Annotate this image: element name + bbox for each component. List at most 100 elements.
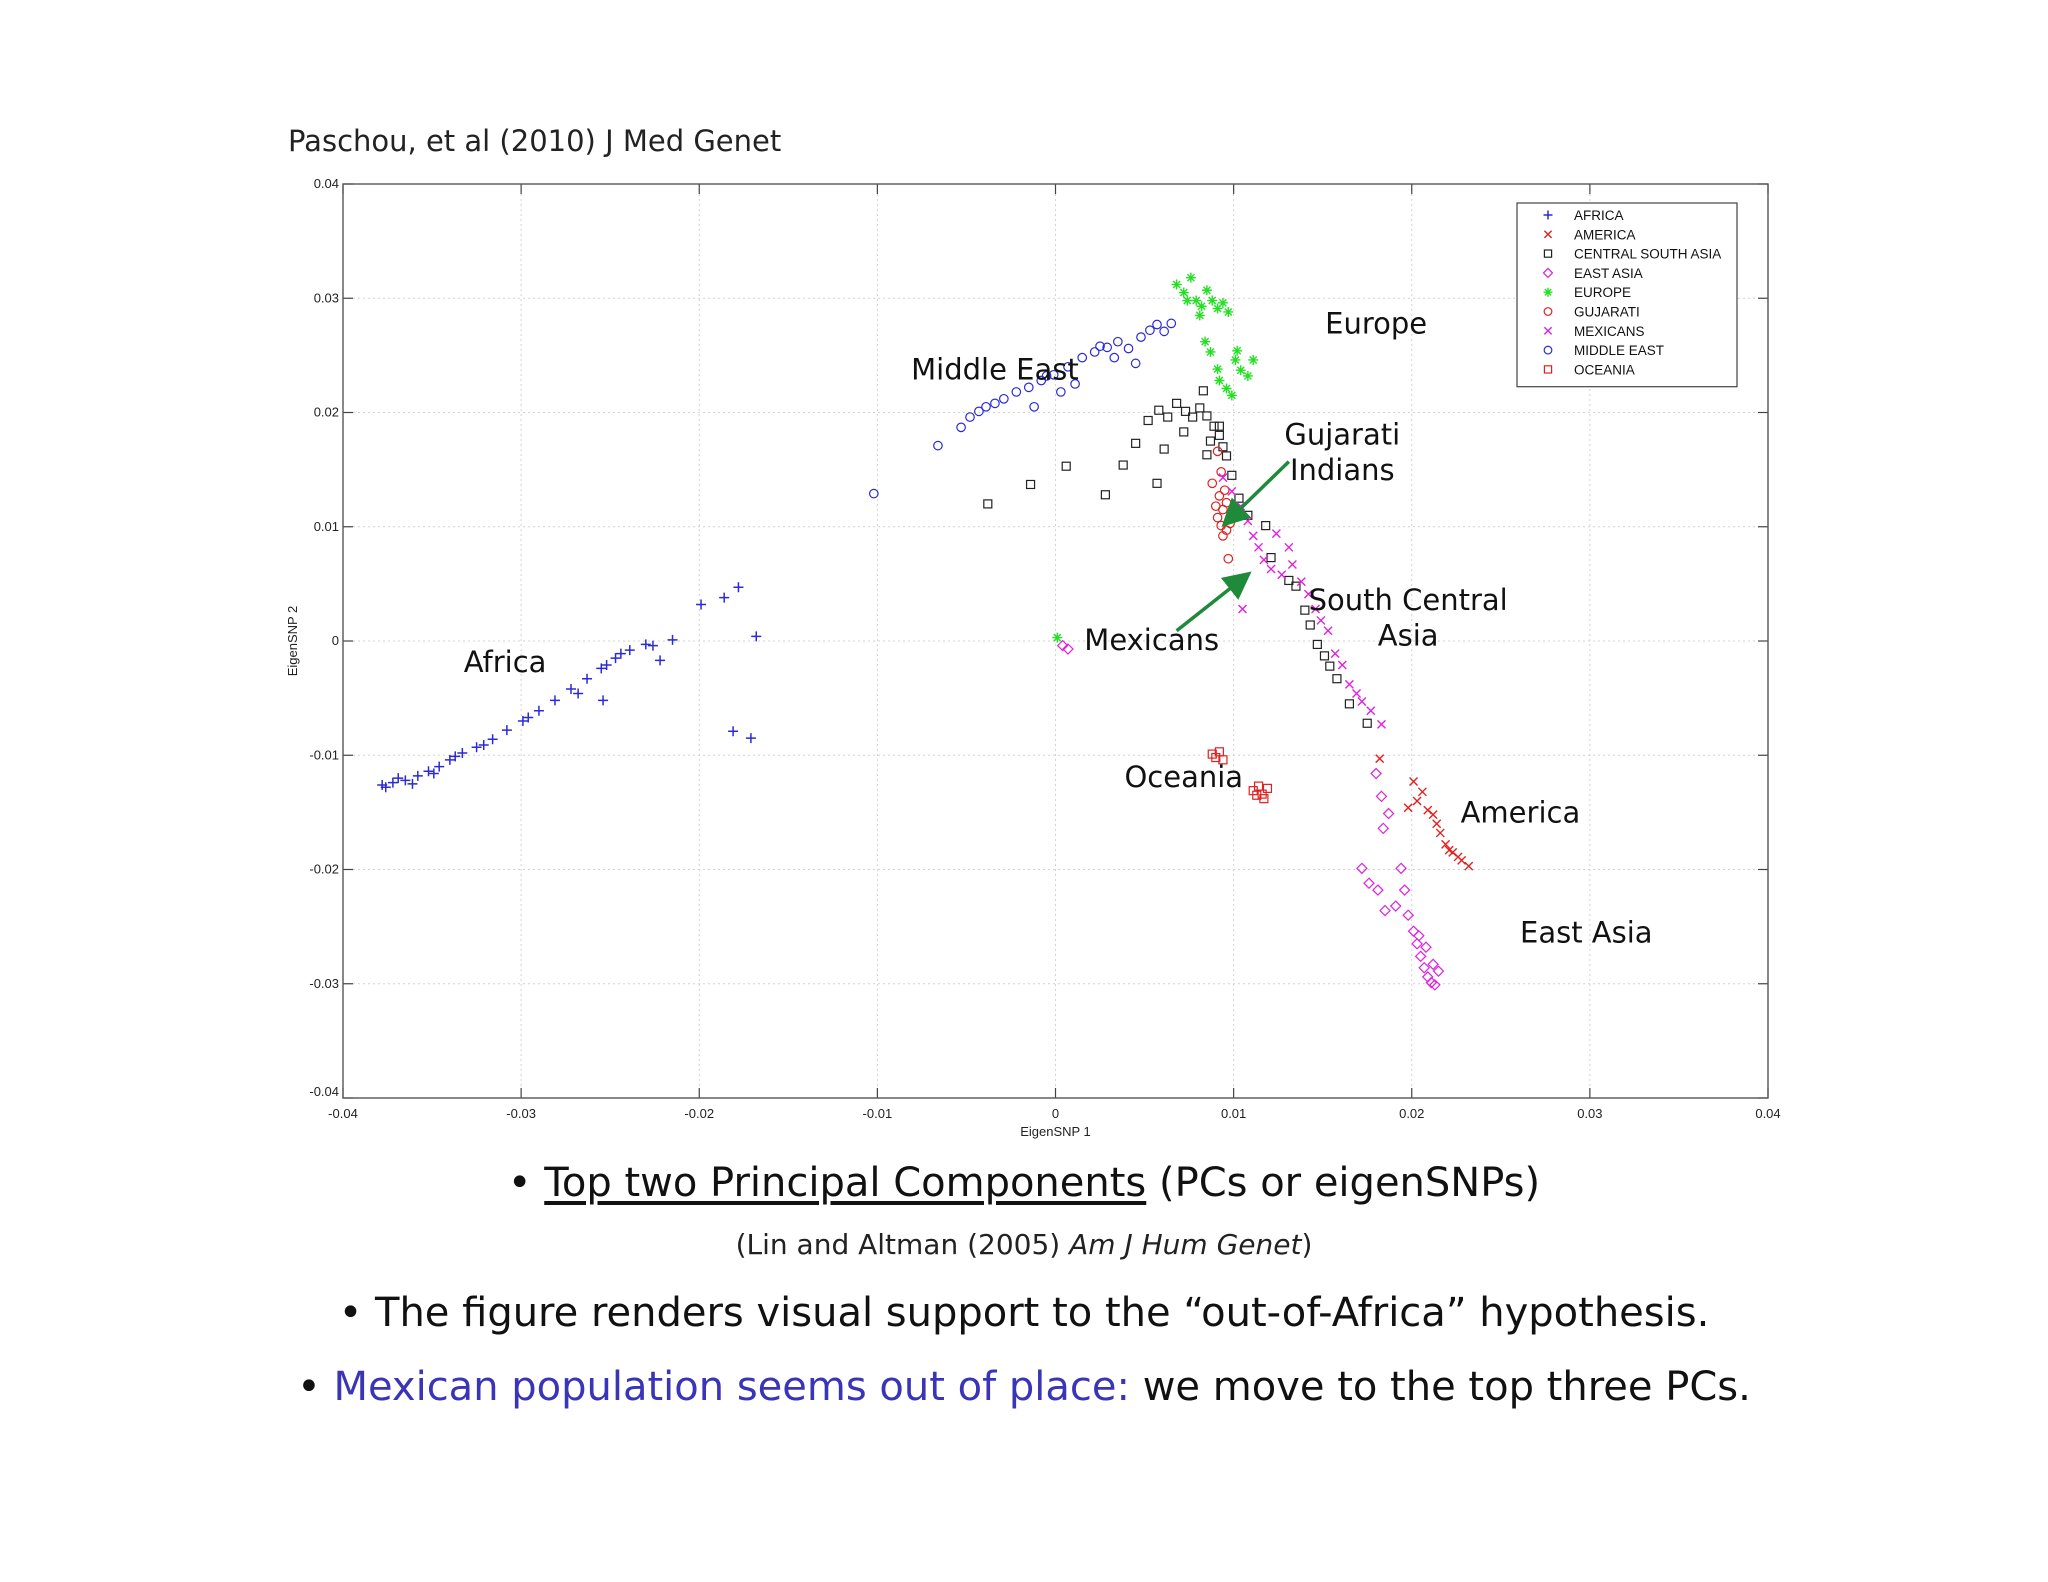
point-africa: [501, 725, 512, 736]
point-central-south-asia: [1305, 620, 1315, 630]
pointer-arrow: [1221, 460, 1291, 528]
region-label: Gujarati: [1284, 417, 1400, 451]
point-east-asia: [1377, 822, 1390, 835]
x-tick-label: -0.03: [506, 1106, 536, 1121]
point-middle-east: [1112, 336, 1123, 347]
point-africa: [745, 733, 756, 744]
legend-marker: [1543, 249, 1553, 258]
point-middle-east: [1130, 358, 1141, 369]
point-oceania: [1218, 755, 1228, 765]
legend-marker: [1543, 365, 1553, 374]
y-tick-label: 0.01: [314, 519, 339, 534]
region-label: Middle East: [911, 352, 1079, 386]
point-central-south-asia: [1172, 398, 1182, 408]
y-tick-label: 0: [332, 633, 339, 648]
point-africa: [655, 655, 666, 666]
point-central-south-asia: [1100, 490, 1110, 500]
point-europe: [1214, 375, 1225, 386]
point-mexicans: [1271, 529, 1281, 539]
region-label: Asia: [1378, 619, 1439, 653]
point-gujarati: [1214, 491, 1225, 501]
point-central-south-asia: [1025, 479, 1036, 490]
point-east-asia: [1356, 862, 1368, 875]
point-gujarati: [1212, 446, 1223, 457]
point-central-south-asia: [1159, 444, 1169, 454]
point-middle-east: [1145, 325, 1155, 336]
point-europe: [1235, 365, 1246, 376]
region-label: Mexicans: [1084, 623, 1219, 657]
point-africa: [487, 734, 498, 745]
point-central-south-asia: [1362, 718, 1372, 728]
point-africa: [719, 592, 730, 603]
y-tick-label: 0.03: [314, 290, 339, 305]
point-africa: [423, 766, 434, 777]
point-america: [1435, 828, 1445, 838]
x-axis-label: EigenSNP 1: [1020, 1124, 1091, 1139]
point-europe: [1052, 632, 1063, 643]
point-europe: [1207, 295, 1218, 306]
point-central-south-asia: [1180, 406, 1191, 416]
point-africa: [478, 739, 489, 750]
point-east-asia: [1370, 767, 1382, 780]
point-middle-east: [1123, 343, 1134, 354]
point-central-south-asia: [1163, 412, 1173, 422]
point-middle-east: [1095, 341, 1105, 352]
legend-marker: [1543, 345, 1553, 355]
point-central-south-asia: [1205, 436, 1216, 446]
point-africa: [573, 688, 584, 699]
point-africa: [400, 775, 411, 786]
point-africa: [393, 773, 404, 784]
point-east-asia: [1363, 877, 1375, 890]
point-middle-east: [1063, 361, 1073, 372]
point-central-south-asia: [1312, 639, 1322, 650]
bullet3-rest: we move to the top three PCs.: [1130, 1364, 1751, 1410]
legend-label: AMERICA: [1574, 227, 1636, 242]
point-europe: [1191, 295, 1202, 306]
x-tick-label: 0.02: [1399, 1106, 1424, 1121]
bullet-principal-components: • Top two Principal Components (PCs or e…: [0, 1160, 2048, 1206]
region-label: East Asia: [1520, 916, 1653, 950]
bullet1-rest: (PCs or eigenSNPs): [1146, 1160, 1541, 1206]
point-europe: [1217, 297, 1228, 308]
legend-label: MIDDLE EAST: [1574, 343, 1664, 358]
point-mexicans: [1344, 679, 1354, 689]
point-central-south-asia: [1202, 411, 1212, 421]
legend-label: MEXICANS: [1574, 324, 1645, 339]
region-label: Oceania: [1124, 760, 1243, 794]
point-gujarati: [1218, 531, 1228, 541]
legend-marker: [1542, 267, 1554, 279]
point-mexicans: [1337, 660, 1347, 670]
point-america: [1375, 754, 1385, 764]
region-label: Africa: [464, 645, 547, 679]
point-east-asia: [1432, 965, 1445, 978]
point-middle-east: [956, 422, 966, 433]
y-tick-label: -0.04: [309, 1084, 339, 1099]
y-tick-label: 0.02: [314, 405, 339, 420]
point-central-south-asia: [1143, 415, 1153, 426]
point-central-south-asia: [1202, 450, 1212, 460]
point-europe: [1221, 383, 1232, 394]
legend-label: GUJARATI: [1574, 305, 1640, 320]
point-oceania: [1252, 790, 1262, 800]
point-america: [1403, 803, 1413, 813]
point-africa: [640, 639, 651, 650]
point-east-asia: [1427, 958, 1439, 971]
point-africa: [471, 742, 482, 753]
point-africa: [444, 754, 455, 765]
y-tick-label: 0.04: [314, 176, 339, 191]
point-east-asia: [1395, 862, 1407, 875]
point-central-south-asia: [1221, 451, 1232, 461]
reference-close: ): [1301, 1228, 1313, 1261]
point-africa: [667, 634, 678, 645]
point-europe: [1185, 272, 1196, 283]
point-gujarati: [1223, 553, 1234, 564]
grid-lines: [343, 184, 1768, 1098]
x-tick-label: -0.04: [328, 1106, 358, 1121]
point-mexicans: [1352, 689, 1362, 699]
point-america: [1453, 852, 1463, 862]
point-east-asia: [1056, 639, 1069, 652]
point-central-south-asia: [1061, 461, 1071, 471]
reference-line: (Lin and Altman (2005) Am J Hum Genet): [0, 1228, 2048, 1261]
point-middle-east: [1011, 387, 1022, 397]
